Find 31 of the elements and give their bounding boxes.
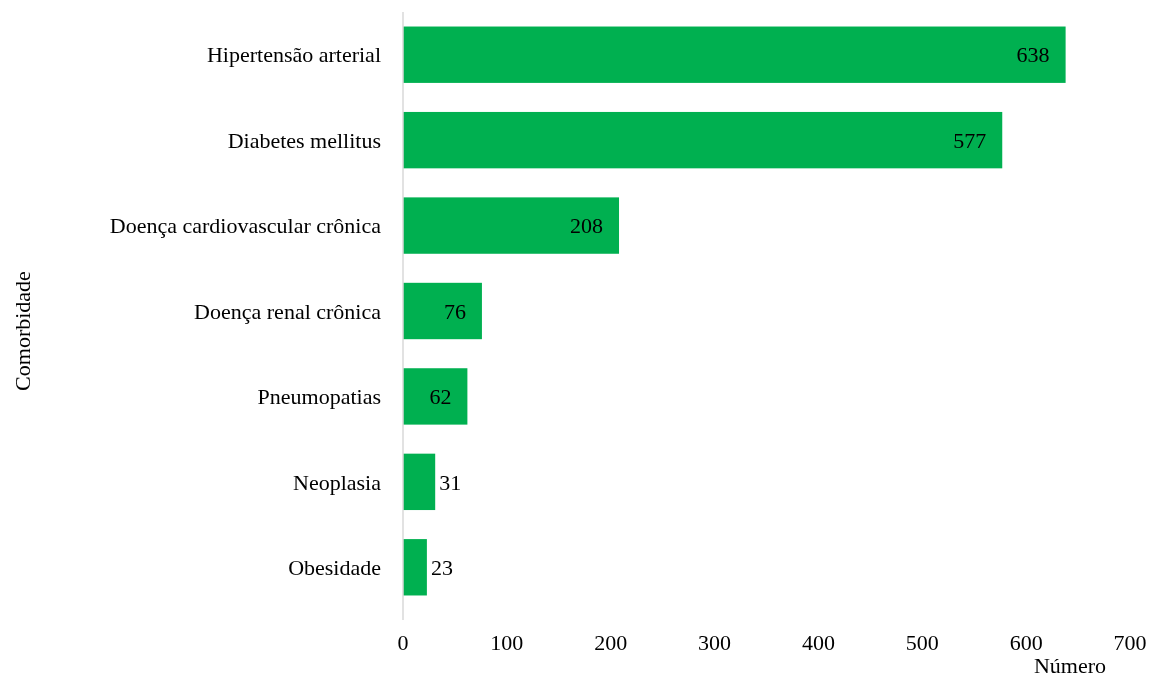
data-label: 62 [429, 384, 452, 410]
y-axis-title: Comorbidade [10, 271, 35, 391]
bar [403, 197, 620, 254]
x-tick-label: 300 [698, 630, 732, 655]
y-tick-label: Obesidade [288, 554, 381, 580]
x-tick-label: 0 [397, 630, 409, 655]
y-tick-label: Neoplasia [293, 469, 382, 495]
bar [403, 26, 1066, 83]
data-label: 577 [953, 127, 987, 153]
bar [403, 111, 1003, 169]
y-tick-label: Hipertensão arterial [206, 42, 381, 68]
data-label: 208 [570, 213, 604, 239]
x-tick-label: 600 [1009, 630, 1043, 655]
x-tick-label: 200 [594, 630, 628, 655]
x-tick-label: 400 [801, 630, 835, 655]
data-label: 23 [430, 554, 453, 580]
y-tick-label: Diabetes mellitus [227, 127, 381, 153]
bar [403, 282, 482, 340]
y-tick-label: Doença cardiovascular crônica [109, 213, 382, 239]
y-tick-label: Pneumopatias [257, 384, 381, 410]
x-tick-label: 100 [490, 630, 524, 655]
x-tick-label: 500 [905, 630, 939, 655]
data-label: 638 [1016, 42, 1050, 68]
bar [403, 453, 436, 511]
data-label: 76 [443, 298, 466, 324]
x-axis-title: Número [1033, 653, 1107, 678]
x-tick-label: 700 [1113, 630, 1147, 655]
data-label: 31 [439, 469, 462, 495]
bar [403, 368, 468, 425]
bar [403, 539, 427, 596]
y-tick-label: Doença renal crônica [194, 298, 382, 324]
